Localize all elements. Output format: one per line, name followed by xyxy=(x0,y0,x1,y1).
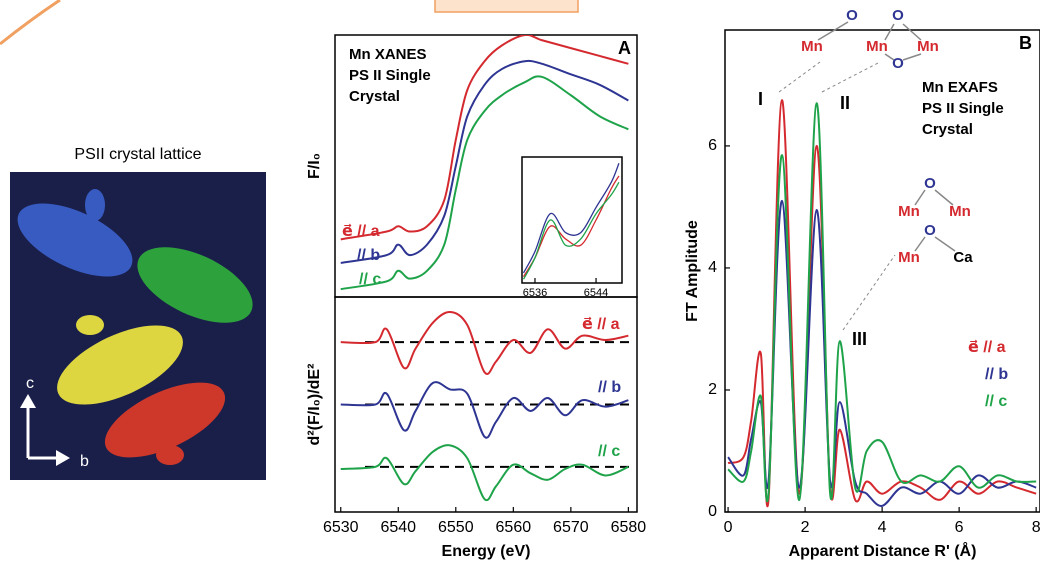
leader-line xyxy=(821,61,881,93)
leader-line xyxy=(842,254,896,331)
series-label: // b xyxy=(357,247,380,264)
bond xyxy=(914,189,926,206)
bond xyxy=(884,23,895,41)
x-tick-label: 6540 xyxy=(380,519,416,536)
data-line xyxy=(340,75,629,291)
x-tick-label: 6 xyxy=(955,519,964,536)
y-axis-label: F/I₀ xyxy=(306,153,323,179)
series-label: e⃗ // a xyxy=(342,223,380,240)
atom-label: Mn xyxy=(866,38,888,55)
bond xyxy=(884,53,895,61)
data-line xyxy=(522,181,620,280)
x-tick-label: 4 xyxy=(878,519,887,536)
atom-label: Mn xyxy=(898,203,920,220)
data-line xyxy=(727,199,1037,507)
peak-label: I xyxy=(758,89,763,109)
y-axis-label: d²(F/I₀)/dE² xyxy=(306,364,323,446)
series-label: // c xyxy=(598,443,620,460)
data-line xyxy=(340,59,629,264)
plot-frame xyxy=(521,156,623,284)
axis-c-label: c xyxy=(26,375,34,392)
plot-frame xyxy=(334,296,638,513)
data-line xyxy=(340,381,629,439)
atom-label: Ca xyxy=(953,249,973,266)
x-axis-label: Energy (eV) xyxy=(442,543,531,560)
peak-label: III xyxy=(852,329,867,349)
axis-b-label: b xyxy=(80,453,89,470)
lattice-title: PSII crystal lattice xyxy=(74,146,201,163)
data-line xyxy=(727,102,1037,503)
atom-label: Mn xyxy=(898,249,920,266)
leader-line xyxy=(778,61,821,93)
x-tick-label: 6530 xyxy=(323,519,359,536)
series-label: // b xyxy=(598,379,621,396)
atom-label: O xyxy=(924,175,936,192)
atom-label: O xyxy=(892,55,904,72)
y-axis-label: FT Amplitude xyxy=(684,220,701,322)
atom-label: Mn xyxy=(949,203,971,220)
decor-arc xyxy=(0,0,61,46)
bond xyxy=(902,23,922,41)
y-tick-label: 0 xyxy=(708,503,717,520)
data-line xyxy=(340,311,629,375)
x-tick-label: 8 xyxy=(1032,519,1040,536)
data-line xyxy=(340,444,629,502)
atom-label: Mn xyxy=(801,38,823,55)
x-tick-label: 6570 xyxy=(553,519,589,536)
x-tick-label: 0 xyxy=(724,519,733,536)
atom-label: O xyxy=(846,7,858,24)
peak-label: II xyxy=(840,93,850,113)
data-line xyxy=(340,35,629,241)
atom-label: O xyxy=(924,222,936,239)
decor-box xyxy=(434,0,579,13)
bond xyxy=(934,236,956,252)
x-tick-label: 6536 xyxy=(523,287,547,299)
annotation: Crystal xyxy=(922,121,973,138)
lattice-image xyxy=(10,172,266,480)
series-label: e⃗ // a xyxy=(582,316,620,333)
series-label: // c xyxy=(985,393,1007,410)
series-label: e⃗ // a xyxy=(968,339,1006,356)
annotation: PS II Single xyxy=(349,67,431,84)
x-tick-label: 2 xyxy=(801,519,810,536)
x-axis-label: Apparent Distance R' (Å) xyxy=(789,541,977,560)
bond xyxy=(914,236,926,252)
x-tick-label: 6580 xyxy=(611,519,647,536)
annotation: PS II Single xyxy=(922,100,1004,117)
y-tick-label: 6 xyxy=(708,137,717,154)
annotation: Mn XANES xyxy=(349,46,427,63)
panel-label: B xyxy=(1019,33,1032,53)
panel-label: A xyxy=(618,38,631,58)
x-tick-label: 6560 xyxy=(496,519,532,536)
annotation: Crystal xyxy=(349,88,400,105)
atom-label: O xyxy=(892,7,904,24)
series-label: // b xyxy=(985,366,1008,383)
y-tick-label: 4 xyxy=(708,259,717,276)
annotation: Mn EXAFS xyxy=(922,79,998,96)
x-tick-label: 6544 xyxy=(584,287,608,299)
bond xyxy=(902,53,922,61)
x-tick-label: 6550 xyxy=(438,519,474,536)
bond xyxy=(934,189,954,206)
atom-label: Mn xyxy=(917,38,939,55)
series-label: // c xyxy=(359,271,381,288)
y-tick-label: 2 xyxy=(708,381,717,398)
data-line xyxy=(522,163,620,274)
bond xyxy=(817,21,849,41)
